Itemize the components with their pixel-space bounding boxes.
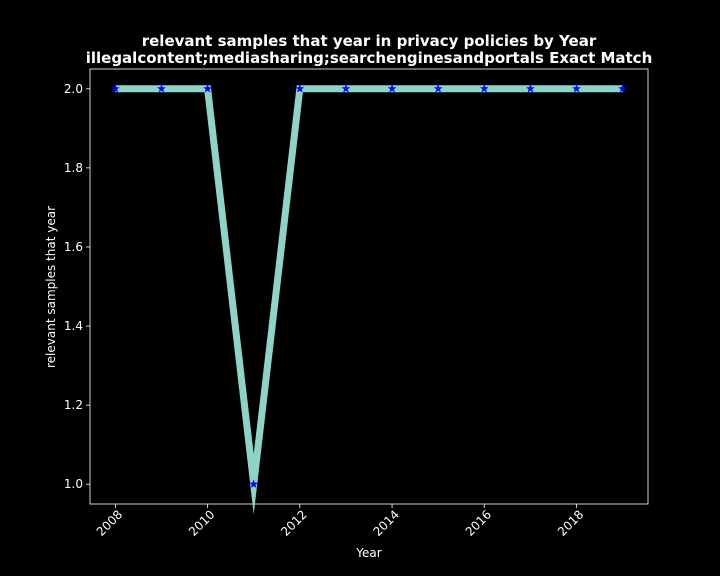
y-tick-label: 1.8 — [64, 161, 83, 175]
y-tick-label: 1.0 — [64, 477, 83, 491]
y-tick-label: 2.0 — [64, 82, 83, 96]
data-point-marker — [618, 84, 628, 93]
data-point-marker — [249, 479, 259, 489]
chart-title-line-1: relevant samples that year in privacy po… — [142, 32, 597, 50]
data-point-marker — [341, 84, 351, 93]
series-line — [115, 85, 623, 515]
y-tick-label: 1.4 — [64, 319, 83, 333]
y-tick-label: 1.2 — [64, 398, 83, 412]
data-point-marker — [433, 84, 443, 93]
data-point-marker — [387, 84, 397, 93]
data-point-marker — [525, 84, 535, 93]
data-point-marker — [295, 84, 305, 93]
y-axis: 1.0 1.2 1.4 1.6 1.8 2.0 — [64, 82, 90, 491]
data-point-marker — [156, 84, 167, 93]
x-axis-label: Year — [355, 546, 381, 560]
data-point-marker — [203, 84, 213, 93]
data-point-marker — [479, 84, 489, 93]
data-point-marker — [110, 84, 120, 93]
chart-title-line-2: illegalcontent;mediasharing;searchengine… — [86, 49, 653, 67]
series-group — [110, 84, 628, 515]
data-point-marker — [571, 84, 582, 93]
y-axis-label: relevant samples that year — [44, 206, 58, 368]
y-tick-label: 1.6 — [64, 240, 83, 254]
plot-area — [89, 68, 649, 505]
